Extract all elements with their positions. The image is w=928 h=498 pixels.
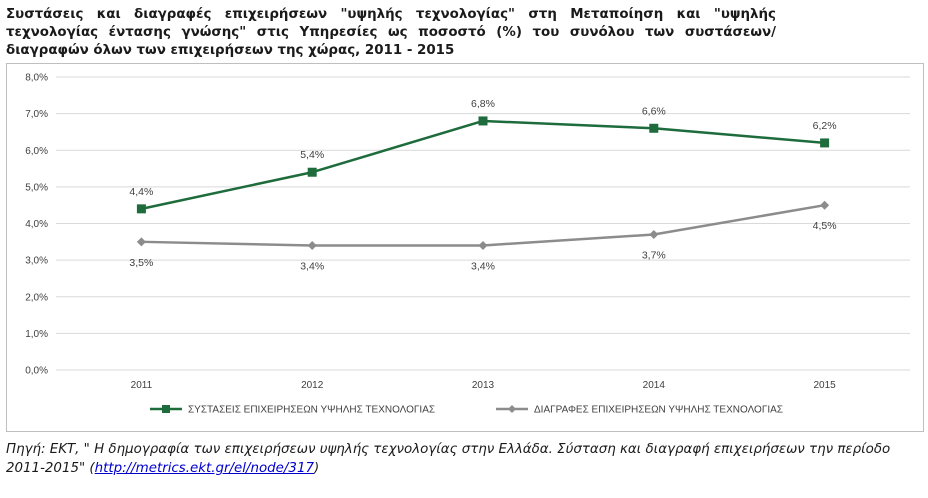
y-tick-label: 5,0% [25,182,48,193]
legend-label: ΣΥΣΤΑΣΕΙΣ ΕΠΙΧΕΙΡΗΣΕΩΝ ΥΨΗΛΗΣ ΤΕΧΝΟΛΟΓΙΑ… [188,405,435,416]
source-link[interactable]: http://metrics.ekt.gr/el/node/317 [94,461,314,476]
source-note: Πηγή: ΕΚΤ, " Η δημογραφία των επιχειρήσε… [6,440,906,478]
source-text: Πηγή: ΕΚΤ, " Η δημογραφία των επιχειρήσε… [6,442,891,476]
y-tick-label: 8,0% [25,73,48,84]
chart-area: 0,0% 1,0% 2,0% 3,0% 4,0% 5,0% 6,0% 7,0% 8,0% 2011… [6,63,924,432]
data-point-marker [649,123,659,133]
legend-label: ΔΙΑΓΡΑΦΕΣ ΕΠΙΧΕΙΡΗΣΕΩΝ ΥΨΗΛΗΣ ΤΕΧΝΟΛΟΓΙΑ… [534,405,783,416]
data-point-marker [307,167,317,177]
y-tick-label: 1,0% [25,329,48,340]
data-point-marker [136,204,146,214]
data-label: 3,7% [642,249,666,261]
x-tick-label: 2014 [643,380,666,391]
data-label: 6,6% [642,105,666,117]
data-label: 6,2% [813,120,837,132]
data-label: 3,4% [300,260,324,272]
data-point-marker [820,138,830,148]
y-tick-label: 4,0% [25,219,48,230]
data-point-marker [136,237,146,247]
data-point-marker [820,200,830,210]
x-tick-label: 2013 [472,380,495,391]
legend-marker [162,405,170,413]
data-point-marker [307,240,317,250]
data-point-marker [478,240,488,250]
y-tick-label: 2,0% [25,292,48,303]
legend-marker [508,405,516,413]
x-tick-label: 2011 [131,380,153,391]
y-tick-label: 7,0% [25,109,48,120]
series-line-2 [141,203,825,247]
series-line-1 [141,119,825,211]
y-tick-label: 3,0% [25,256,48,267]
line-chart: 0,0% 1,0% 2,0% 3,0% 4,0% 5,0% 6,0% 7,0% 8,0% 2011… [25,73,910,416]
data-label: 3,4% [471,260,495,272]
x-tick-label: 2015 [813,380,836,391]
data-label: 5,4% [300,149,324,161]
data-label: 6,8% [471,98,495,110]
source-suffix: ) [314,461,320,476]
y-tick-label: 0,0% [25,366,48,377]
data-point-marker [478,116,488,126]
data-label: 4,5% [813,220,837,232]
chart-title: Συστάσεις και διαγραφές επιχειρήσεων "υψ… [6,7,776,58]
data-point-marker [649,229,659,239]
x-tick-label: 2012 [301,380,324,391]
data-label: 3,5% [129,257,153,269]
data-label: 4,4% [129,186,153,198]
y-tick-label: 6,0% [25,146,48,157]
